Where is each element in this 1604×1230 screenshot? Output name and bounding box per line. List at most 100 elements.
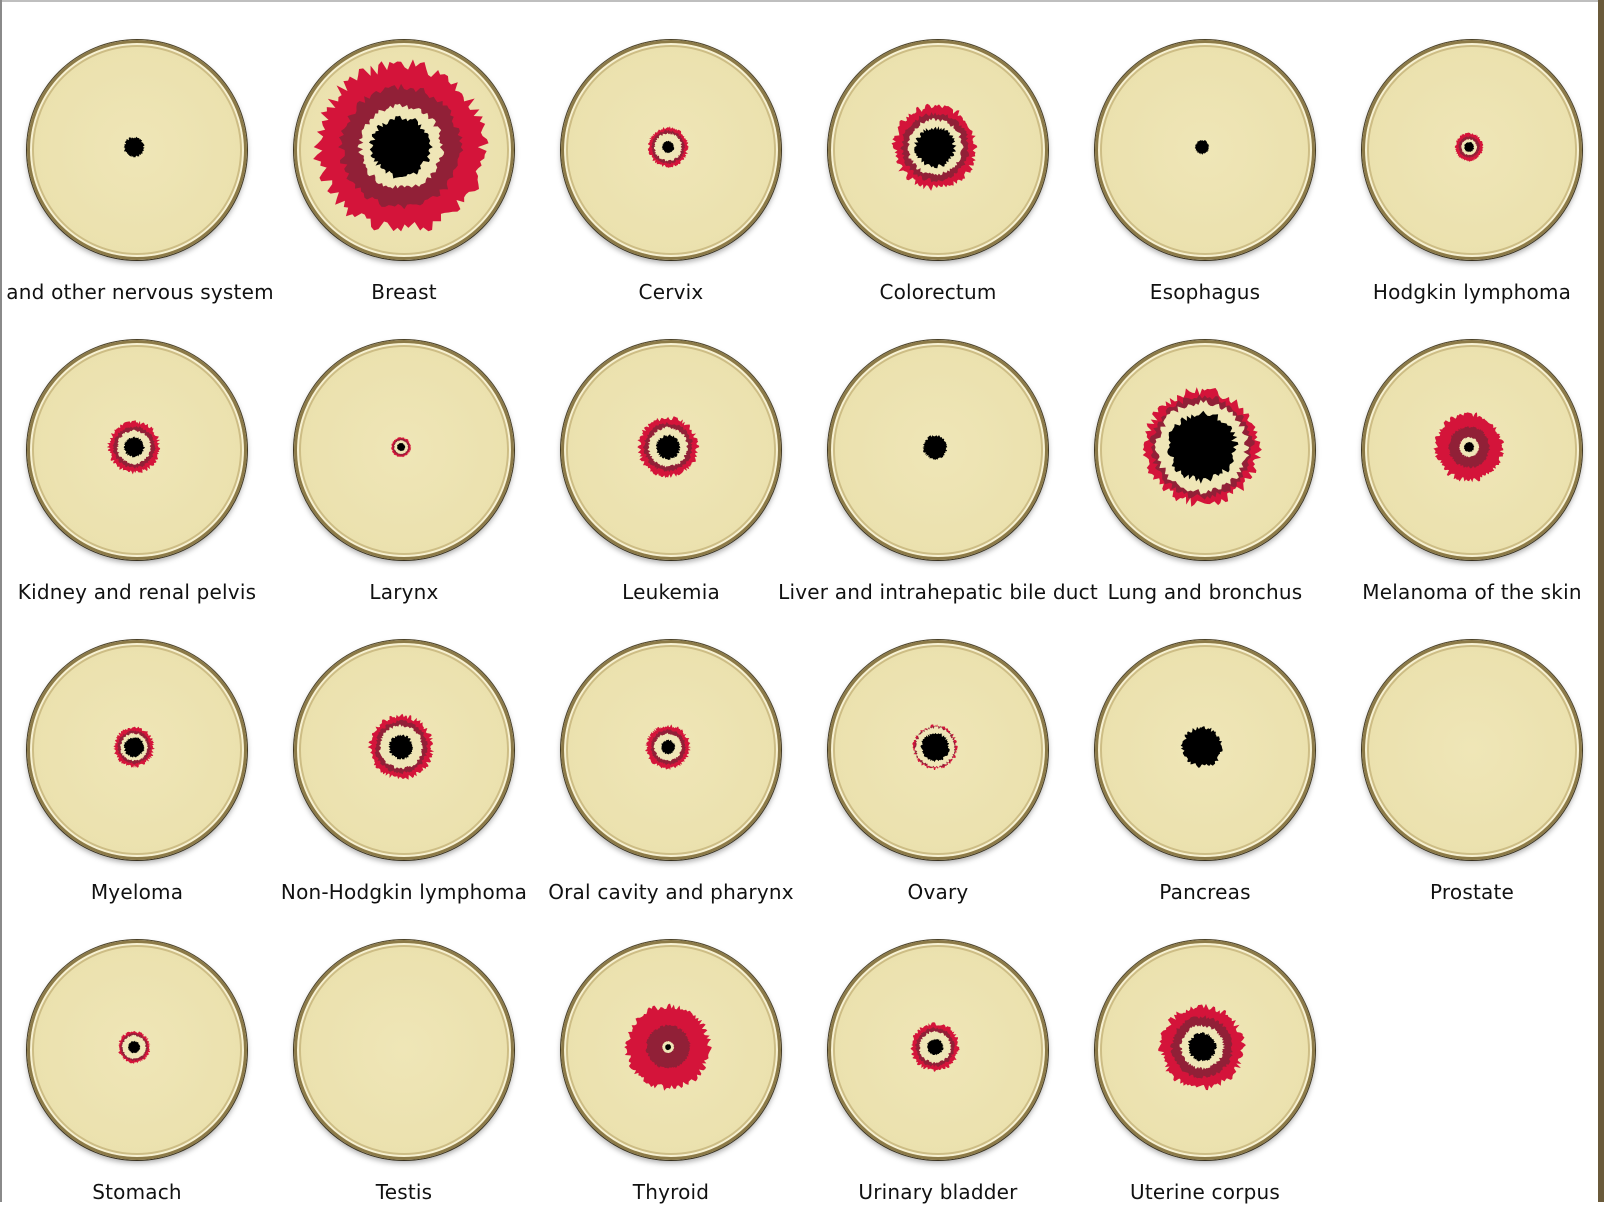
colony-core bbox=[927, 1038, 944, 1056]
dish-cell: Kidney and renal pelvis bbox=[4, 340, 270, 630]
colony-graphic bbox=[637, 416, 700, 478]
colony-graphic bbox=[1454, 132, 1484, 162]
petri-dish bbox=[1095, 340, 1315, 560]
dish-cell: Myeloma bbox=[4, 640, 270, 930]
dish-label: Ovary bbox=[907, 880, 969, 904]
colony-core bbox=[123, 737, 145, 758]
colony-core bbox=[661, 140, 675, 154]
colony-graphic bbox=[891, 103, 978, 191]
petri-dish bbox=[828, 640, 1048, 860]
petri-dish bbox=[294, 640, 514, 860]
colony-core bbox=[127, 1040, 141, 1054]
dish-label: Melanoma of the skin bbox=[1362, 580, 1582, 604]
colony-graphic bbox=[313, 59, 489, 232]
colony-core bbox=[123, 436, 145, 458]
dish-cell: Leukemia bbox=[538, 340, 804, 630]
dish-cell: Pancreas bbox=[1072, 640, 1338, 930]
petri-dish bbox=[561, 640, 781, 860]
petri-dish bbox=[27, 340, 247, 560]
colony-graphic bbox=[1180, 726, 1223, 768]
colony-core bbox=[922, 435, 948, 460]
dish-label: Esophagus bbox=[1149, 280, 1261, 304]
petri-dish bbox=[828, 340, 1048, 560]
colony-core bbox=[1463, 141, 1475, 153]
petri-dish bbox=[1362, 40, 1582, 260]
petri-dish-grid: rain and other nervous system Breast Cervi… bbox=[0, 0, 1604, 1204]
colony-core bbox=[123, 136, 145, 158]
frame-right-edge bbox=[1598, 0, 1604, 1202]
dish-label: Leukemia bbox=[622, 580, 720, 604]
petri-dish bbox=[1362, 640, 1582, 860]
dish-cell: Urinary bladder bbox=[805, 940, 1071, 1230]
colony-core bbox=[661, 739, 676, 755]
colony-graphic bbox=[123, 136, 145, 158]
dish-label: Uterine corpus bbox=[1130, 1180, 1280, 1204]
dish-label: Myeloma bbox=[90, 880, 184, 904]
colony-core bbox=[388, 734, 414, 760]
dish-cell: Esophagus bbox=[1072, 40, 1338, 330]
dish-label: Urinary bladder bbox=[858, 1180, 1018, 1204]
colony-graphic bbox=[912, 724, 958, 770]
frame-left-edge bbox=[0, 0, 2, 1202]
petri-dish bbox=[1095, 640, 1315, 860]
colony-graphic bbox=[624, 1003, 712, 1091]
colony-graphic bbox=[1158, 1003, 1246, 1091]
frame-top-edge bbox=[0, 0, 1604, 2]
colony-core bbox=[1187, 1032, 1218, 1062]
dish-cell: Lung and bronchus bbox=[1072, 340, 1338, 630]
dish-label: Larynx bbox=[369, 580, 439, 604]
colony-core bbox=[396, 442, 406, 452]
petri-dish bbox=[294, 40, 514, 260]
colony-core bbox=[1167, 410, 1239, 484]
petri-dish bbox=[27, 940, 247, 1160]
dish-label: Liver and intrahepatic bile duct bbox=[778, 580, 1098, 604]
petri-dish bbox=[27, 40, 247, 260]
dish-label: Thyroid bbox=[632, 1180, 710, 1204]
petri-dish bbox=[828, 40, 1048, 260]
colony-core bbox=[913, 126, 957, 169]
colony-graphic bbox=[1194, 139, 1210, 155]
dish-cell: Uterine corpus bbox=[1072, 940, 1338, 1230]
dish-label: Breast bbox=[371, 280, 437, 304]
petri-dish bbox=[1095, 940, 1315, 1160]
petri-dish bbox=[294, 340, 514, 560]
dish-label: Prostate bbox=[1430, 880, 1514, 904]
dish-label: Pancreas bbox=[1159, 880, 1251, 904]
colony-graphic bbox=[297, 943, 511, 1157]
petri-dish bbox=[561, 40, 781, 260]
colony-graphic bbox=[390, 436, 412, 458]
petri-dish bbox=[27, 640, 247, 860]
dish-cell: Breast bbox=[271, 40, 537, 330]
dish-label: Hodgkin lymphoma bbox=[1372, 280, 1572, 304]
colony-core bbox=[1180, 726, 1223, 768]
colony-graphic bbox=[910, 1022, 960, 1072]
colony-graphic bbox=[922, 435, 948, 460]
colony-graphic bbox=[645, 724, 691, 771]
dish-cell: Cervix bbox=[538, 40, 804, 330]
petri-dish bbox=[294, 940, 514, 1160]
dish-cell: Prostate bbox=[1339, 640, 1604, 930]
colony-graphic bbox=[367, 713, 435, 780]
colony-core bbox=[1463, 441, 1475, 453]
petri-dish bbox=[561, 940, 781, 1160]
dish-cell: Testis bbox=[271, 940, 537, 1230]
dish-label: Lung and bronchus bbox=[1107, 580, 1303, 604]
colony-graphic bbox=[1365, 643, 1579, 857]
dish-cell: Melanoma of the skin bbox=[1339, 340, 1604, 630]
dish-cell: rain and other nervous system bbox=[0, 40, 274, 330]
petri-dish bbox=[561, 340, 781, 560]
dish-cell: Oral cavity and pharynx bbox=[538, 640, 804, 930]
petri-dish bbox=[1362, 340, 1582, 560]
colony-graphic bbox=[1142, 387, 1262, 507]
dish-label: rain and other nervous system bbox=[0, 280, 274, 304]
colony-graphic bbox=[113, 726, 155, 768]
dish-label: Stomach bbox=[92, 1180, 182, 1204]
colony-core bbox=[368, 115, 433, 179]
colony-core bbox=[664, 1044, 672, 1051]
colony-graphic bbox=[1433, 412, 1505, 483]
dish-label: Testis bbox=[375, 1180, 433, 1204]
dish-label: Cervix bbox=[638, 280, 704, 304]
dish-cell: Stomach bbox=[4, 940, 270, 1230]
dish-label: Non-Hodgkin lymphoma bbox=[280, 880, 528, 904]
colony-graphic bbox=[106, 419, 161, 475]
